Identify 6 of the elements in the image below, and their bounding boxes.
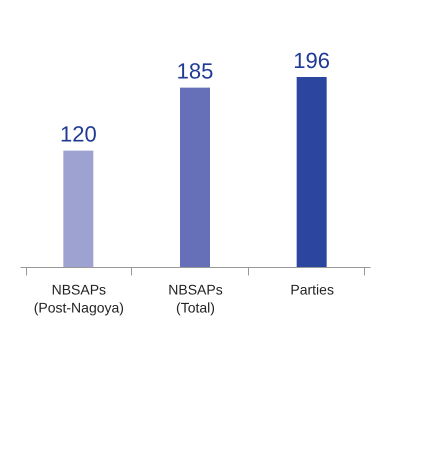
data-label: 120 bbox=[60, 122, 97, 147]
x-tick-label: NBSAPs (Total) bbox=[168, 282, 223, 316]
x-tick-label: NBSAPs (Post-Nagoya) bbox=[34, 282, 124, 316]
data-label: 185 bbox=[176, 58, 214, 84]
x-tick-label: Parties bbox=[290, 282, 334, 298]
data-label: 196 bbox=[293, 48, 330, 73]
